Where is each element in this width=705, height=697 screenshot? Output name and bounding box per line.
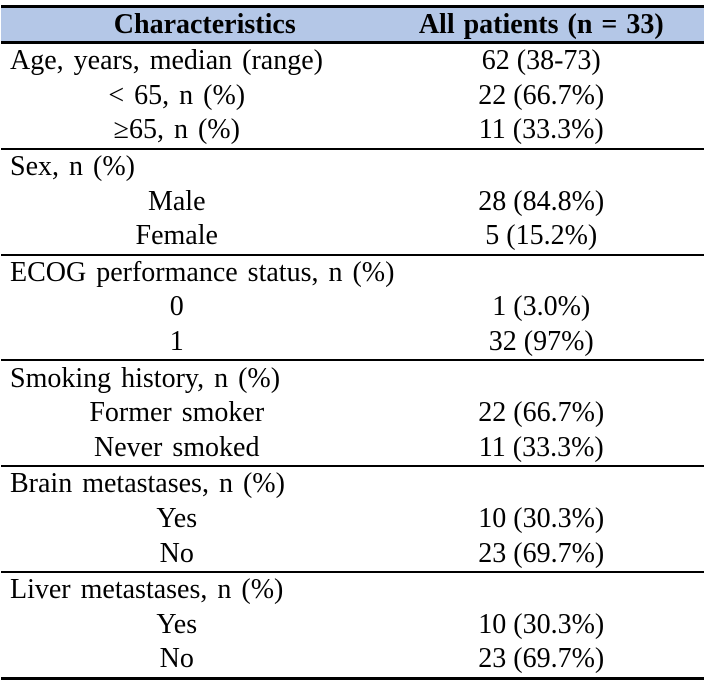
table-row: Yes 10 (30.3%)	[1, 608, 704, 643]
row-value: 10 (30.3%)	[478, 608, 605, 640]
table-row: Liver metastases, n (%)	[1, 573, 704, 608]
table-row: Former smoker 22 (66.7%)	[1, 396, 704, 431]
row-label: Age, years, median (range)	[10, 45, 323, 77]
row-label: Brain metastases, n (%)	[10, 468, 285, 500]
table-section-smoking-history: Smoking history, n (%) Former smoker 22 (6…	[1, 361, 704, 468]
table-row: < 65, n (%) 22 (66.7%)	[1, 79, 704, 114]
row-value: 22 (66.7%)	[478, 397, 605, 429]
table-row: Smoking history, n (%)	[1, 361, 704, 396]
table-row: No 23 (69.7%)	[1, 536, 704, 571]
row-value: 23 (69.7%)	[478, 537, 605, 569]
row-value: 11 (33.3%)	[478, 431, 604, 463]
row-value: 5 (15.2%)	[485, 220, 598, 252]
table-row: Sex, n (%)	[1, 150, 704, 185]
table-row: Female 5 (15.2%)	[1, 219, 704, 254]
row-label: No	[159, 643, 194, 675]
row-label: 0	[169, 291, 184, 323]
row-label: Smoking history, n (%)	[10, 362, 281, 394]
row-label: Male	[147, 185, 206, 217]
table-row: ≥65, n (%) 11 (33.3%)	[1, 113, 704, 148]
row-value: 62 (38-73)	[481, 45, 601, 77]
row-value: 11 (33.3%)	[478, 114, 604, 146]
row-label: Female	[135, 220, 218, 252]
table-section-age: Age, years, median (range) 62 (38-73) < 65…	[1, 44, 704, 150]
row-label: Yes	[156, 608, 198, 640]
table-section-liver-metastases: Liver metastases, n (%) Yes 10 (30.3%) No 23…	[1, 573, 704, 680]
row-label: < 65, n (%)	[108, 79, 246, 111]
row-label: 1	[169, 326, 184, 358]
table-section-ecog-performance-status: ECOG performance status, n (%) 0 1 (3.0%) 1…	[1, 256, 704, 362]
table-body: Age, years, median (range) 62 (38-73) < 65…	[1, 44, 704, 680]
table-row: Never smoked 11 (33.3%)	[1, 431, 704, 466]
row-label: ≥65, n (%)	[113, 114, 240, 146]
row-value: 22 (66.7%)	[478, 79, 605, 111]
table-header-row: Characteristics All patients (n = 33)	[1, 8, 704, 44]
table-row: Brain metastases, n (%)	[1, 467, 704, 502]
row-label: Never smoked	[93, 431, 260, 463]
table-row: No 23 (69.7%)	[1, 642, 704, 677]
row-label: Former smoker	[89, 397, 265, 429]
header-all-patients: All patients (n = 33)	[418, 8, 664, 40]
row-label: ECOG performance status, n (%)	[10, 256, 395, 288]
row-label: Liver metastases, n (%)	[10, 574, 284, 606]
row-value: 1 (3.0%)	[492, 291, 591, 323]
table-row: 0 1 (3.0%)	[1, 290, 704, 325]
table-section-sex: Sex, n (%) Male 28 (84.8%) Female 5 (15.2%)	[1, 150, 704, 256]
table-row: 1 32 (97%)	[1, 325, 704, 360]
table-row: Yes 10 (30.3%)	[1, 502, 704, 537]
row-label: Yes	[156, 503, 198, 535]
row-value: 23 (69.7%)	[478, 643, 605, 675]
row-value: 10 (30.3%)	[478, 503, 605, 535]
header-characteristics: Characteristics	[113, 8, 296, 40]
row-label: Sex, n (%)	[10, 151, 135, 183]
table-row: Male 28 (84.8%)	[1, 184, 704, 219]
table-section-brain-metastases: Brain metastases, n (%) Yes 10 (30.3%) No 23…	[1, 467, 704, 573]
table-row: Age, years, median (range) 62 (38-73)	[1, 44, 704, 79]
row-label: No	[159, 537, 194, 569]
row-value: 28 (84.8%)	[478, 185, 605, 217]
row-value: 32 (97%)	[488, 326, 594, 358]
table-row: ECOG performance status, n (%)	[1, 256, 704, 291]
patient-characteristics-table: Characteristics All patients (n = 33) Ag…	[1, 5, 704, 680]
